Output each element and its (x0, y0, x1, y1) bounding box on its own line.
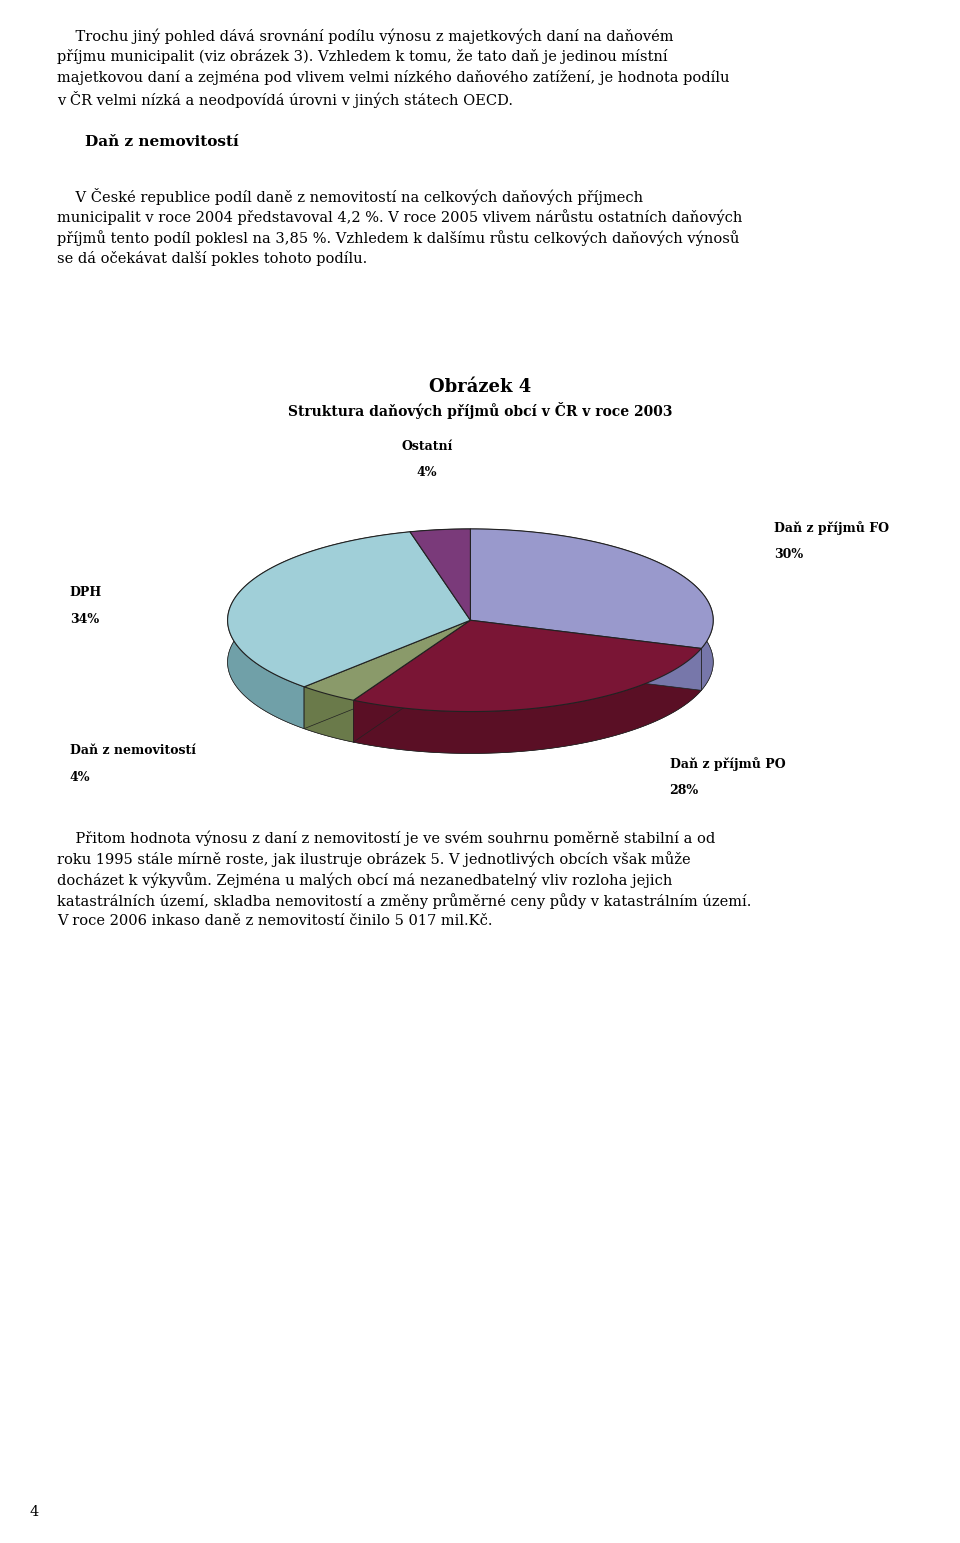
Text: Ostatní: Ostatní (401, 440, 452, 452)
Text: příjmu municipalit (viz obrázek 3). Vzhledem k tomu, že tato daň je jedinou míst: příjmu municipalit (viz obrázek 3). Vzhl… (57, 49, 667, 63)
Text: majetkovou daní a zejména pod vlivem velmi nízkého daňového zatížení, je hodnota: majetkovou daní a zejména pod vlivem vel… (57, 69, 730, 85)
Polygon shape (304, 620, 470, 728)
Text: Trochu jiný pohled dává srovnání podílu výnosu z majetkových daní na daňovém: Trochu jiný pohled dává srovnání podílu … (57, 28, 674, 43)
Text: Přitom hodnota výnosu z daní z nemovitostí je ve svém souhrnu poměrně stabilní a: Přitom hodnota výnosu z daní z nemovitos… (57, 830, 715, 846)
Text: V roce 2006 inkaso daně z nemovitostí činilo 5 017 mil.Kč.: V roce 2006 inkaso daně z nemovitostí či… (57, 913, 492, 927)
Text: 34%: 34% (70, 613, 99, 625)
Polygon shape (470, 620, 702, 690)
Polygon shape (353, 620, 470, 742)
Polygon shape (304, 620, 470, 701)
Text: Daň z nemovitostí: Daň z nemovitostí (70, 744, 196, 758)
Text: roku 1995 stále mírně roste, jak ilustruje obrázek 5. V jednotlivých obcích však: roku 1995 stále mírně roste, jak ilustru… (57, 852, 690, 867)
Text: 28%: 28% (669, 784, 699, 796)
Polygon shape (470, 620, 702, 690)
Text: Daň z příjmů FO: Daň z příjmů FO (774, 522, 889, 535)
Text: 4%: 4% (70, 770, 90, 784)
Polygon shape (410, 532, 470, 662)
Polygon shape (353, 620, 702, 711)
Text: Obrázek 4: Obrázek 4 (429, 378, 531, 397)
Text: se dá očekávat další pokles tohoto podílu.: se dá očekávat další pokles tohoto podíl… (57, 252, 368, 265)
Polygon shape (353, 648, 702, 753)
Polygon shape (470, 529, 713, 690)
Text: docházet k výkyvům. Zejména u malých obcí má nezanedbatelný vliv rozloha jejich: docházet k výkyvům. Zejména u malých obc… (57, 872, 672, 887)
Polygon shape (304, 687, 353, 742)
Polygon shape (410, 532, 470, 662)
Polygon shape (353, 620, 470, 742)
Polygon shape (410, 529, 470, 620)
Text: 30%: 30% (774, 548, 804, 562)
Text: katastrálních území, skladba nemovitostí a změny průměrné ceny půdy v katastráln: katastrálních území, skladba nemovitostí… (57, 893, 752, 909)
Text: v ČR velmi nízká a neodpovídá úrovni v jiných státech OECD.: v ČR velmi nízká a neodpovídá úrovni v j… (57, 91, 513, 108)
Polygon shape (410, 529, 470, 574)
Polygon shape (304, 620, 470, 728)
Polygon shape (228, 571, 713, 753)
Polygon shape (228, 532, 470, 687)
Polygon shape (470, 529, 713, 648)
Text: Daň z nemovitostí: Daň z nemovitostí (85, 134, 239, 150)
Text: Daň z příjmů PO: Daň z příjmů PO (669, 758, 785, 772)
Text: 4%: 4% (417, 466, 437, 480)
Text: příjmů tento podíl poklesl na 3,85 %. Vzhledem k dalšímu růstu celkových daňovýc: příjmů tento podíl poklesl na 3,85 %. Vz… (57, 230, 739, 245)
Text: V České republice podíl daně z nemovitostí na celkových daňových příjmech: V České republice podíl daně z nemovitos… (57, 188, 643, 205)
Text: municipalit v roce 2004 představoval 4,2 %. V roce 2005 vlivem nárůstu ostatních: municipalit v roce 2004 představoval 4,2… (57, 208, 742, 225)
Text: DPH: DPH (70, 586, 102, 599)
Text: 4: 4 (30, 1504, 39, 1518)
Text: Struktura daňových příjmů obcí v ČR v roce 2003: Struktura daňových příjmů obcí v ČR v ro… (288, 403, 672, 420)
Polygon shape (228, 532, 410, 728)
